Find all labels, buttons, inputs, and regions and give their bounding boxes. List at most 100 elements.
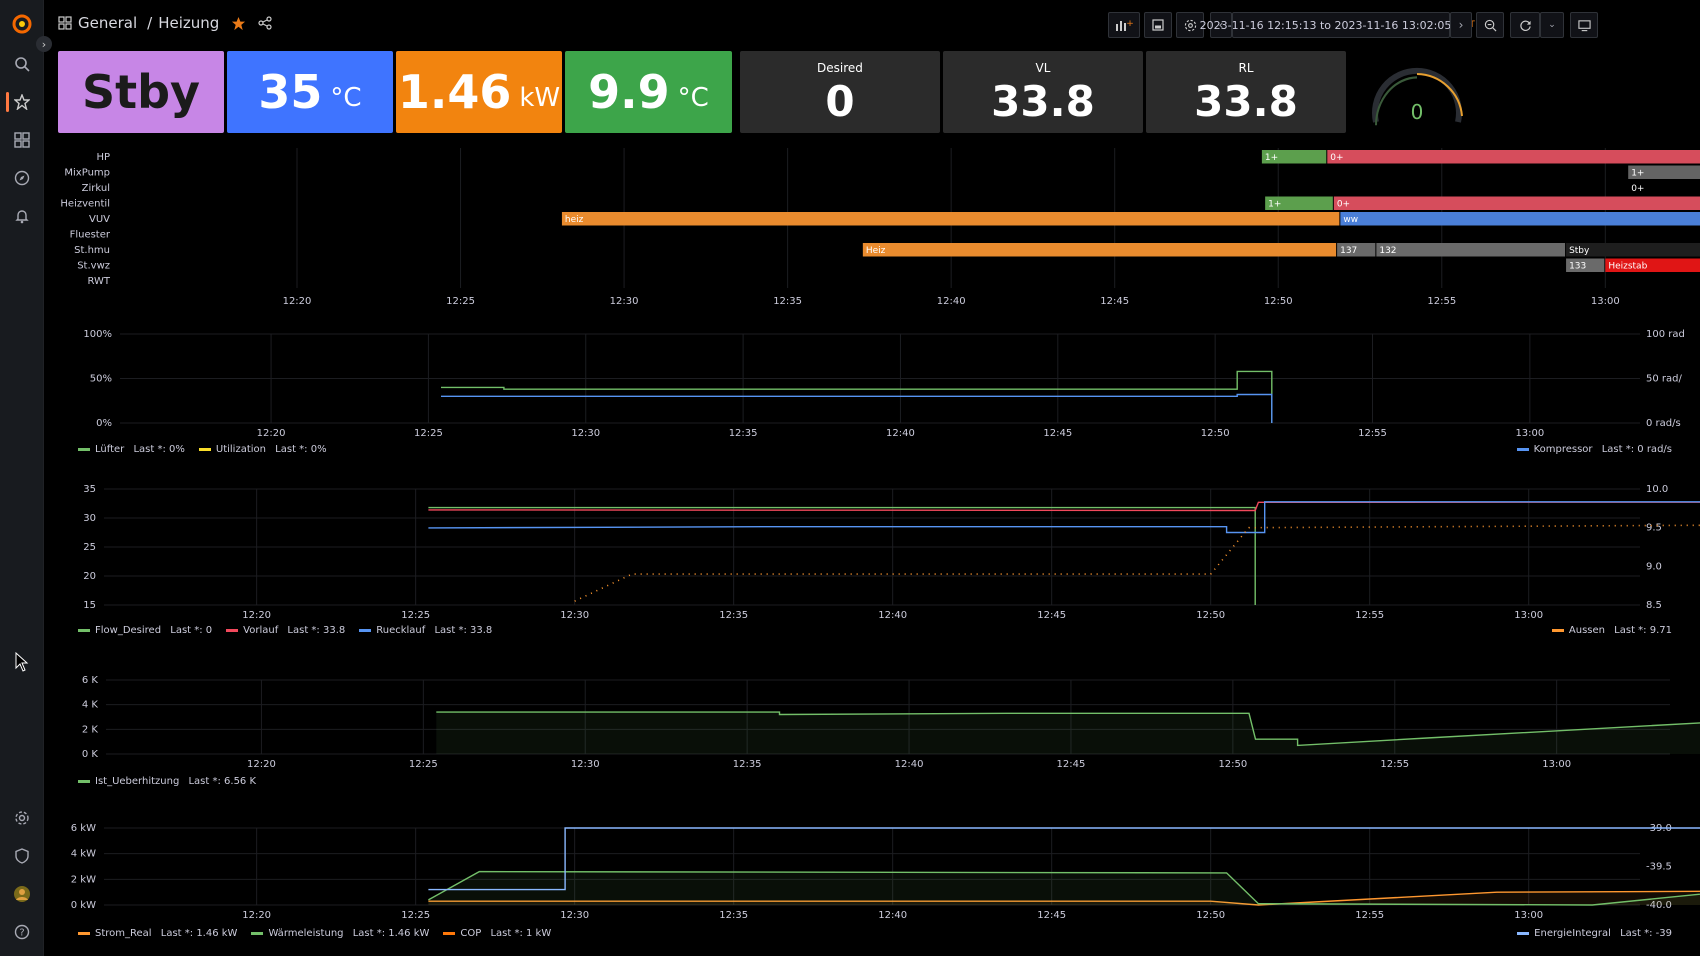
stat-panel-rl[interactable]: RL 33.8 bbox=[1146, 51, 1346, 133]
legend-item[interactable]: Aussen Last *: 9.71 bbox=[1551, 625, 1672, 636]
legend-last-value: Last *: 1.46 kW bbox=[349, 928, 430, 939]
user-avatar-icon[interactable] bbox=[12, 884, 32, 904]
chevron-right-icon: › bbox=[1458, 18, 1464, 32]
x-tick-label: 12:30 bbox=[560, 610, 589, 620]
stat-panel-outdoor-temp[interactable]: 9.9 °C bbox=[565, 51, 732, 133]
legend-series-name: EnergieIntegral bbox=[1534, 928, 1611, 939]
stat-title: VL bbox=[1035, 61, 1051, 75]
timeline-segment bbox=[1605, 258, 1700, 272]
save-icon bbox=[1152, 19, 1164, 31]
zoom-out-icon bbox=[1484, 19, 1496, 31]
legend-item[interactable]: Vorlauf Last *: 33.8 bbox=[226, 625, 345, 636]
timeline-x-tick: 12:40 bbox=[937, 296, 966, 307]
legend-swatch bbox=[226, 628, 239, 632]
stat-panel-power[interactable]: 1.46 kW bbox=[396, 51, 562, 133]
x-tick-label: 12:50 bbox=[1196, 910, 1225, 921]
x-tick-label: 12:40 bbox=[878, 610, 907, 620]
legend-series-name: COP bbox=[460, 928, 482, 939]
time-shift-forward-button[interactable]: › bbox=[1450, 12, 1472, 38]
timeline-segment bbox=[561, 212, 1340, 226]
settings-gear-icon[interactable] bbox=[12, 808, 32, 828]
legend-item[interactable]: Wärmeleistung Last *: 1.46 kW bbox=[251, 928, 429, 939]
timeline-segment-label: 133 bbox=[1569, 262, 1586, 272]
timeline-segment-label: 0+ bbox=[1330, 153, 1343, 163]
x-tick-label: 12:45 bbox=[1057, 759, 1086, 770]
timeline-segment bbox=[1566, 243, 1700, 257]
legend-item[interactable]: Flow_Desired Last *: 0 bbox=[78, 625, 212, 636]
timeline-segment-label: Heiz bbox=[866, 246, 886, 256]
refresh-button[interactable] bbox=[1510, 12, 1540, 38]
stat-unit: °C bbox=[677, 83, 709, 113]
legend-swatch bbox=[198, 447, 211, 451]
x-tick-label: 12:50 bbox=[1201, 428, 1230, 439]
legend-right: EnergieIntegral Last *: -39 bbox=[1517, 928, 1672, 939]
series-line-Ist_Ueberhitzung bbox=[436, 711, 1700, 747]
series-line-Aussen bbox=[574, 524, 1700, 602]
timeline-segment bbox=[1261, 150, 1327, 164]
y-tick-label: 50% bbox=[90, 374, 112, 385]
timeline-segment bbox=[1337, 243, 1376, 257]
legend-item[interactable]: EnergieIntegral Last *: -39 bbox=[1517, 928, 1672, 939]
breadcrumb-folder[interactable]: General bbox=[78, 14, 138, 32]
x-tick-label: 12:30 bbox=[571, 759, 600, 770]
save-dashboard-button[interactable] bbox=[1144, 12, 1172, 38]
grafana-logo-icon[interactable] bbox=[12, 14, 32, 34]
stat-panel-temperature[interactable]: 35 °C bbox=[227, 51, 393, 133]
legend-left: Lüfter Last *: 0% Utilization Last *: 0% bbox=[78, 444, 327, 455]
alerting-bell-icon[interactable] bbox=[12, 206, 32, 226]
superheat-timeseries[interactable]: 12:20 12:25 12:30 12:35 12:40 12:45 12:50 12:55… bbox=[44, 664, 1700, 772]
series-line-Wärmeleistung bbox=[428, 870, 1700, 906]
legend-item[interactable]: Kompressor Last *: 0 rad/s bbox=[1516, 444, 1672, 455]
help-icon[interactable]: ? bbox=[12, 922, 32, 942]
timeline-segment-label: 132 bbox=[1379, 246, 1396, 256]
flow-temperatures-timeseries[interactable]: 12:20 12:25 12:30 12:35 12:40 12:45 12:50 12:55… bbox=[44, 478, 1700, 620]
x-tick-label: 12:55 bbox=[1380, 759, 1409, 770]
refresh-interval-dropdown[interactable]: ⌄ bbox=[1540, 12, 1564, 38]
gauge-panel[interactable]: 0 bbox=[1366, 56, 1468, 132]
fan-compressor-timeseries[interactable]: 12:20 12:25 12:30 12:35 12:40 12:45 12:50 12:55… bbox=[44, 326, 1700, 458]
star-favorite-icon[interactable] bbox=[231, 16, 246, 31]
expand-sidebar-chevron-icon[interactable]: › bbox=[36, 36, 52, 52]
search-icon[interactable] bbox=[12, 54, 32, 74]
legend-item[interactable]: Utilization Last *: 0% bbox=[198, 444, 327, 455]
share-icon[interactable] bbox=[258, 16, 272, 30]
y-tick-label-right: 9.5 bbox=[1646, 523, 1662, 534]
breadcrumb-dashboard[interactable]: Heizung bbox=[158, 14, 220, 32]
legend-item[interactable]: Ruecklauf Last *: 33.8 bbox=[359, 625, 492, 636]
time-range-picker[interactable]: 2023-11-16 12:15:13 to 2023-11-16 13:02:… bbox=[1200, 12, 1488, 38]
state-timeline-panel[interactable]: HP MixPump Zirkul Heizventil VUV Fluester St.h… bbox=[44, 148, 1700, 310]
legend-item[interactable]: Lüfter Last *: 0% bbox=[78, 444, 185, 455]
zoom-out-button[interactable] bbox=[1476, 12, 1504, 38]
legend-last-value: Last *: 1 kW bbox=[487, 928, 552, 939]
stat-panel-vl[interactable]: VL 33.8 bbox=[943, 51, 1143, 133]
dashboard-grid-icon bbox=[58, 16, 72, 30]
shield-icon[interactable] bbox=[12, 846, 32, 866]
x-tick-label: 12:25 bbox=[401, 910, 430, 921]
explore-icon[interactable] bbox=[12, 168, 32, 188]
starred-icon[interactable] bbox=[12, 92, 32, 112]
time-shift-back-button[interactable]: ‹ bbox=[1210, 12, 1232, 38]
legend-last-value: Last *: 33.8 bbox=[284, 625, 346, 636]
legend-swatch bbox=[78, 628, 90, 632]
add-panel-button[interactable]: + bbox=[1108, 12, 1140, 38]
timeline-row-label: St.hmu bbox=[74, 245, 110, 256]
timeline-x-tick: 12:30 bbox=[610, 296, 639, 307]
series-line-Vorlauf bbox=[428, 501, 1700, 512]
x-tick-label: 12:20 bbox=[247, 759, 276, 770]
stat-panel-desired[interactable]: Desired 0 bbox=[740, 51, 940, 133]
legend-item[interactable]: Ist_Ueberhitzung Last *: 6.56 K bbox=[78, 776, 256, 787]
stat-panel-mode[interactable]: Stby bbox=[58, 51, 224, 133]
timeline-segment-label: Heizstab bbox=[1608, 262, 1647, 272]
legend-series-name: Strom_Real bbox=[95, 928, 152, 939]
legend-item[interactable]: COP Last *: 1 kW bbox=[443, 928, 551, 939]
add-panel-icon: + bbox=[1116, 19, 1133, 31]
legend-item[interactable]: Strom_Real Last *: 1.46 kW bbox=[78, 928, 237, 939]
timeline-segment-label: ww bbox=[1343, 215, 1358, 225]
dashboards-icon[interactable] bbox=[12, 130, 32, 150]
legend-series-name: Kompressor bbox=[1533, 444, 1593, 455]
tv-mode-button[interactable] bbox=[1570, 12, 1598, 38]
dashboard-settings-button[interactable] bbox=[1176, 12, 1204, 38]
timeline-row-label: RWT bbox=[87, 276, 110, 287]
y-tick-label-right: 50 rad/ bbox=[1646, 374, 1682, 385]
power-energy-timeseries[interactable]: 12:20 12:25 12:30 12:35 12:40 12:45 12:50 12:55… bbox=[44, 814, 1700, 922]
